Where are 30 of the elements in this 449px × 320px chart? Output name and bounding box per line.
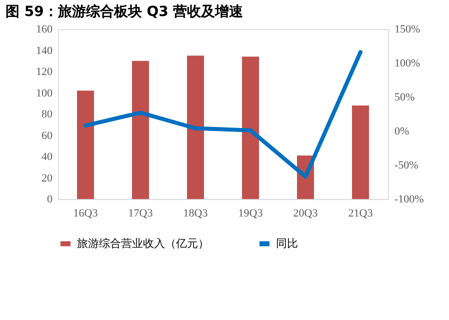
bar — [242, 56, 259, 199]
x-tick-label: 16Q3 — [73, 208, 98, 220]
line-series — [84, 50, 362, 179]
y2-tick-label: 50% — [394, 92, 415, 104]
y2-tick-label: 150% — [394, 24, 420, 36]
x-tick-label: 18Q3 — [183, 208, 208, 220]
x-tick-label: 17Q3 — [128, 208, 154, 220]
bar — [187, 56, 204, 199]
legend-label: 旅游综合营业收入（亿元） — [77, 236, 209, 250]
y-tick-label: 20 — [42, 172, 53, 184]
y2-tick-label: 100% — [394, 58, 420, 70]
y2-tick-label: -100% — [394, 194, 424, 206]
y-tick-label: 120 — [36, 66, 53, 78]
legend-label: 同比 — [276, 236, 298, 250]
y-tick-label: 100 — [36, 87, 53, 100]
y-tick-label: 0 — [47, 194, 53, 206]
y2-tick-label: 0% — [394, 126, 410, 138]
x-tick-label: 20Q3 — [293, 208, 318, 220]
y-tick-label: 160 — [36, 24, 53, 36]
bar — [352, 106, 369, 199]
y2-tick-label: -50% — [394, 160, 418, 172]
y-tick-label: 80 — [42, 108, 53, 120]
x-tick-label: 21Q3 — [348, 208, 374, 220]
bar — [132, 60, 149, 199]
bar — [77, 90, 94, 199]
y-tick-label: 140 — [36, 44, 53, 57]
x-tick-label: 19Q3 — [238, 208, 264, 220]
y-tick-label: 40 — [42, 151, 53, 163]
y-tick-label: 60 — [42, 130, 53, 142]
chart-title: 图 59：旅游综合板块 Q3 营收及增速 — [6, 3, 244, 20]
